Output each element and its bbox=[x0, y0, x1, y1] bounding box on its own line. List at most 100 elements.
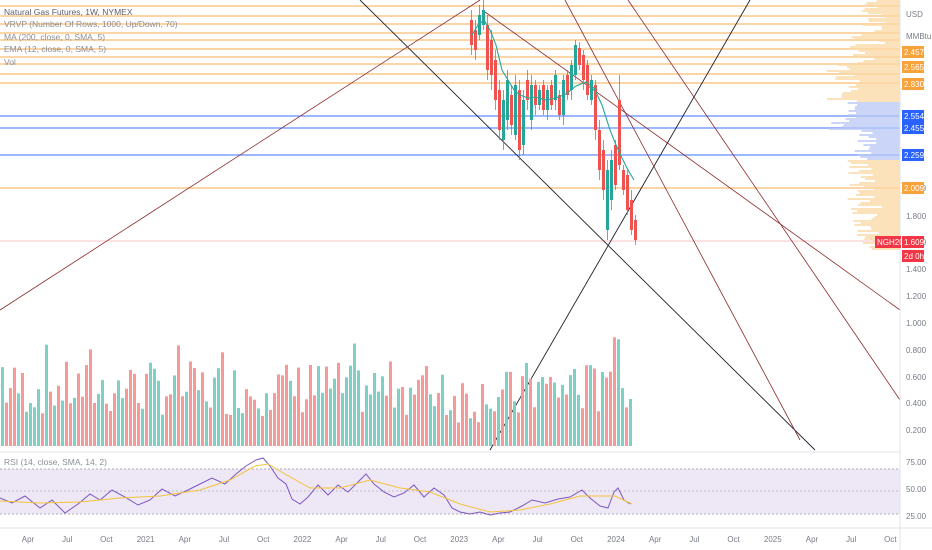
volume-bar bbox=[93, 403, 96, 446]
volume-profile-row bbox=[857, 62, 900, 64]
volume-bar bbox=[373, 372, 376, 446]
volume-profile-row bbox=[855, 44, 900, 46]
volume-bar bbox=[625, 407, 628, 446]
volume-profile-row bbox=[872, 132, 900, 134]
volume-profile-row bbox=[855, 194, 900, 196]
candle-body bbox=[534, 85, 537, 105]
price-axis[interactable]: USDMMBtu2.0091.8001.6001.4001.2001.0000.… bbox=[875, 0, 931, 550]
volume-bar bbox=[397, 388, 400, 446]
volume-bar bbox=[385, 395, 388, 446]
volume-bar bbox=[581, 408, 584, 446]
time-axis[interactable]: Apr Jul Oct 2021 Apr Jul Oct 2022 Apr Jul Oct 2023 A… bbox=[0, 527, 932, 544]
time-tick-label: Apr bbox=[649, 535, 662, 544]
volume-profile-row bbox=[871, 228, 900, 230]
volume-bar bbox=[21, 373, 24, 446]
candle-body bbox=[634, 220, 637, 240]
volume-bar bbox=[453, 395, 456, 446]
volume-bar bbox=[465, 393, 468, 446]
candle-body bbox=[594, 85, 597, 130]
volume-bar bbox=[609, 371, 612, 446]
trend-lines bbox=[0, 0, 901, 451]
volume-profile-row bbox=[882, 206, 900, 208]
volume-profile-row bbox=[826, 70, 900, 72]
volume-profile-row bbox=[854, 150, 900, 152]
price-tick-label: 0.600 bbox=[906, 373, 927, 382]
volume-profile-row bbox=[835, 78, 900, 80]
volume-bar bbox=[129, 369, 132, 446]
candle-body bbox=[478, 15, 481, 35]
candle-body bbox=[502, 100, 505, 140]
volume-bar bbox=[545, 383, 548, 446]
candle-body bbox=[490, 40, 493, 75]
volume-profile bbox=[826, 0, 900, 250]
volume-profile-row bbox=[857, 210, 900, 212]
time-tick-label: Jul bbox=[376, 535, 386, 544]
volume-profile-row bbox=[870, 226, 900, 228]
volume-bar bbox=[229, 414, 232, 446]
vol-indicator-label[interactable]: Vol bbox=[4, 56, 16, 67]
time-tick-label: Apr bbox=[335, 535, 348, 544]
candle-body bbox=[526, 80, 529, 100]
volume-bar bbox=[337, 362, 340, 446]
volume-bar bbox=[185, 391, 188, 446]
price-tick-label: 1.400 bbox=[906, 265, 927, 274]
volume-bar bbox=[285, 364, 288, 446]
currency-label: USD bbox=[906, 10, 923, 19]
volume-profile-row bbox=[839, 72, 900, 74]
volume-bar bbox=[117, 380, 120, 446]
volume-bar bbox=[73, 397, 76, 446]
volume-bar bbox=[305, 399, 308, 446]
volume-profile-row bbox=[853, 220, 900, 222]
price-tag-label: 2.457 bbox=[904, 48, 925, 57]
volume-profile-row bbox=[869, 200, 900, 202]
volume-profile-row bbox=[858, 204, 900, 206]
price-tag bbox=[902, 78, 924, 90]
trend-line bbox=[627, 0, 901, 401]
volume-bar bbox=[65, 361, 68, 446]
trend-line bbox=[0, 0, 481, 311]
time-tick-label: Jul bbox=[62, 535, 72, 544]
volume-bar bbox=[345, 377, 348, 446]
ma-indicator-label[interactable]: MA (200, close, 0, SMA, 5) bbox=[4, 31, 106, 42]
volume-bar bbox=[189, 361, 192, 446]
trend-line bbox=[489, 0, 751, 451]
rsi-band bbox=[0, 469, 900, 514]
volume-bars bbox=[1, 337, 632, 446]
volume-profile-row bbox=[872, 174, 900, 176]
volume-bar bbox=[445, 415, 448, 446]
symbol-title[interactable]: Natural Gas Futures, 1W, NYMEX bbox=[4, 7, 133, 17]
volume-profile-row bbox=[848, 86, 900, 88]
candle-body bbox=[498, 90, 501, 130]
price-tag-label: 2.830 bbox=[904, 80, 925, 89]
price-tag bbox=[902, 46, 924, 58]
ema-indicator-label[interactable]: EMA (12, close, 0, SMA, 5) bbox=[4, 44, 107, 55]
time-tick-label: Oct bbox=[727, 535, 740, 544]
volume-bar bbox=[505, 371, 508, 446]
volume-profile-row bbox=[871, 248, 900, 250]
volume-bar bbox=[497, 396, 500, 446]
volume-bar bbox=[317, 366, 320, 446]
volume-bar bbox=[513, 401, 516, 446]
volume-profile-row bbox=[857, 140, 900, 142]
volume-profile-row bbox=[849, 68, 900, 70]
volume-profile-row bbox=[874, 180, 900, 182]
volume-bar bbox=[429, 394, 432, 446]
volume-profile-row bbox=[873, 188, 900, 190]
volume-bar bbox=[573, 369, 576, 446]
volume-bar bbox=[461, 383, 464, 446]
volume-bar bbox=[333, 378, 336, 446]
price-tag bbox=[902, 182, 924, 194]
vrvp-indicator-label[interactable]: VRVP (Number Of Rows, 1000, Up/Down, 70) bbox=[4, 19, 178, 30]
volume-bar bbox=[209, 407, 212, 446]
time-tick-label: Oct bbox=[884, 535, 897, 544]
candle-body bbox=[518, 90, 521, 150]
volume-profile-row bbox=[841, 94, 900, 96]
candle-body bbox=[586, 65, 589, 95]
price-tick-label: 0.400 bbox=[906, 399, 927, 408]
trend-line bbox=[564, 0, 801, 441]
volume-bar bbox=[157, 380, 160, 446]
rsi-indicator-label[interactable]: RSI (14, close, SMA, 14, 2) bbox=[4, 457, 107, 467]
time-tick-label: Oct bbox=[571, 535, 584, 544]
time-tick-label: 2024 bbox=[607, 535, 625, 544]
